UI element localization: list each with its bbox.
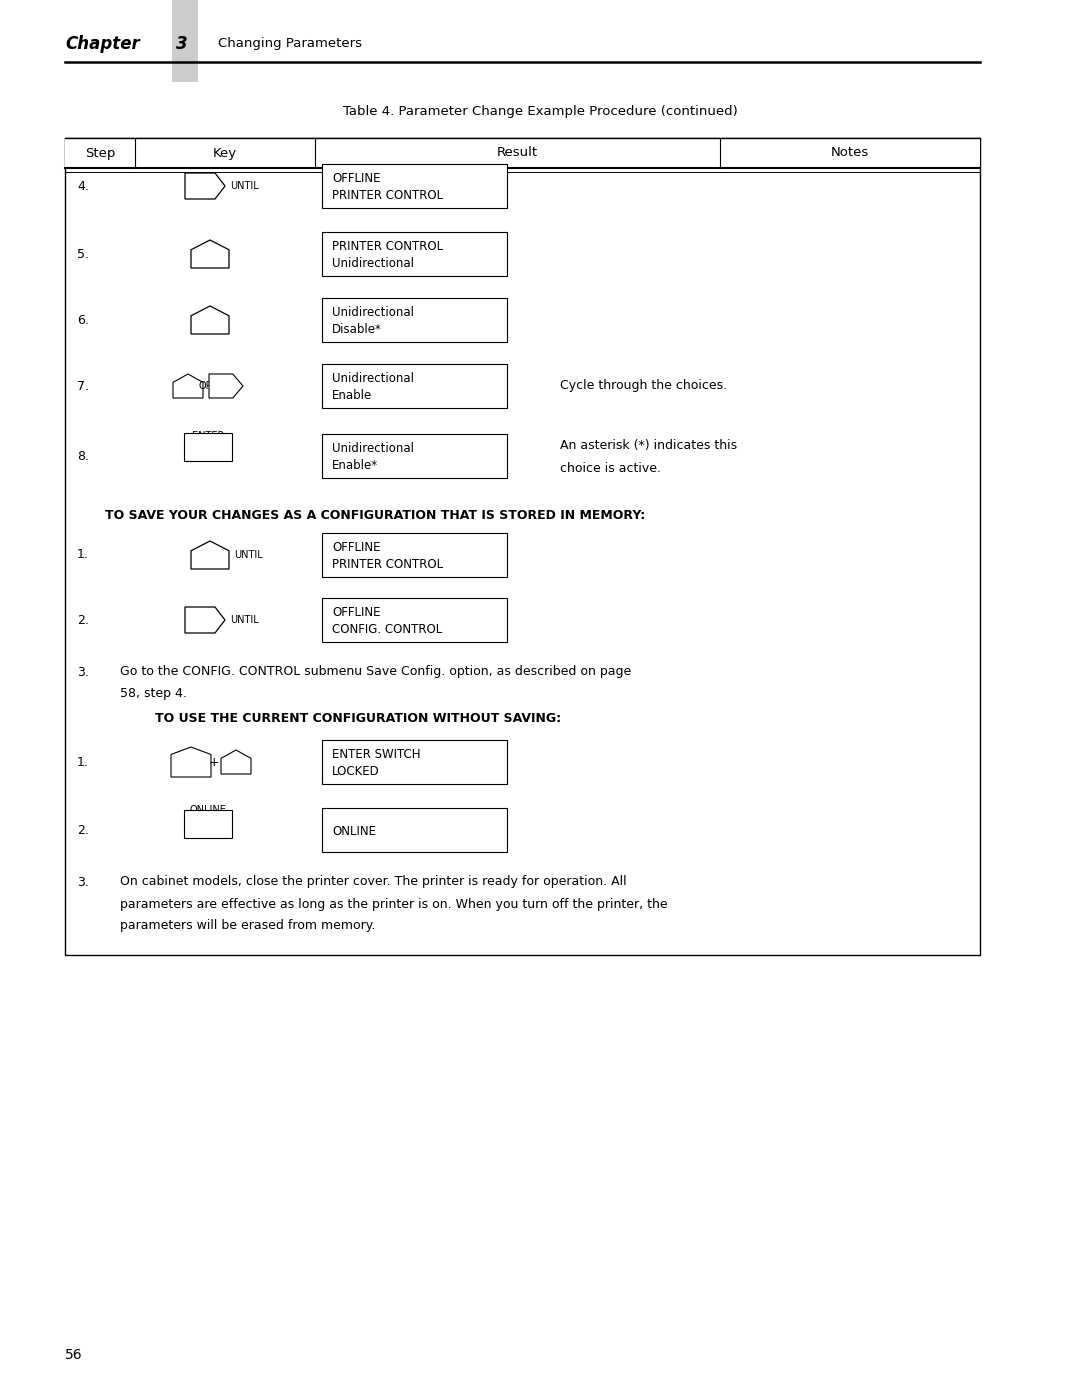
Polygon shape <box>185 173 225 198</box>
Text: 1.: 1. <box>77 756 89 768</box>
Polygon shape <box>185 608 225 633</box>
Bar <box>322 365 507 408</box>
Text: ONLINE: ONLINE <box>332 826 376 838</box>
Polygon shape <box>191 240 229 268</box>
Text: ONLINE: ONLINE <box>190 805 227 814</box>
Text: Result: Result <box>497 147 538 159</box>
Text: 6.: 6. <box>77 313 89 327</box>
Bar <box>172 0 198 82</box>
Text: ENTER: ENTER <box>192 432 225 441</box>
Text: +: + <box>208 756 219 768</box>
Text: parameters are effective as long as the printer is on. When you turn off the pri: parameters are effective as long as the … <box>120 897 667 911</box>
Bar <box>322 232 507 277</box>
Text: TO USE THE CURRENT CONFIGURATION WITHOUT SAVING:: TO USE THE CURRENT CONFIGURATION WITHOUT… <box>156 711 562 725</box>
Text: 3.: 3. <box>77 665 89 679</box>
Text: 1.: 1. <box>77 549 89 562</box>
Text: UNTIL: UNTIL <box>230 182 259 191</box>
Text: Cycle through the choices.: Cycle through the choices. <box>561 380 727 393</box>
Bar <box>184 810 232 838</box>
Text: 7.: 7. <box>77 380 89 393</box>
Text: ENTER SWITCH: ENTER SWITCH <box>332 747 420 760</box>
Text: On cabinet models, close the printer cover. The printer is ready for operation. : On cabinet models, close the printer cov… <box>120 876 626 888</box>
Text: OFFLINE: OFFLINE <box>332 605 380 619</box>
Bar <box>322 163 507 208</box>
Text: Step: Step <box>85 147 116 159</box>
Text: Unidirectional: Unidirectional <box>332 372 414 384</box>
Polygon shape <box>191 306 229 334</box>
Text: 2.: 2. <box>77 613 89 626</box>
Text: TO SAVE YOUR CHANGES AS A CONFIGURATION THAT IS STORED IN MEMORY:: TO SAVE YOUR CHANGES AS A CONFIGURATION … <box>105 509 645 521</box>
Bar <box>322 598 507 643</box>
Bar <box>322 434 507 478</box>
Text: PRINTER CONTROL: PRINTER CONTROL <box>332 189 443 203</box>
Text: 3: 3 <box>176 35 188 53</box>
Bar <box>322 740 507 784</box>
Bar <box>322 807 507 852</box>
Text: Table 4. Parameter Change Example Procedure (continued): Table 4. Parameter Change Example Proced… <box>342 106 738 119</box>
Text: CONFIG. CONTROL: CONFIG. CONTROL <box>332 623 442 636</box>
Text: LOCKED: LOCKED <box>332 766 380 778</box>
Bar <box>65 138 980 168</box>
Text: Notes: Notes <box>831 147 869 159</box>
Text: Unidirectional: Unidirectional <box>332 441 414 454</box>
Text: 4.: 4. <box>77 179 89 193</box>
Text: Chapter: Chapter <box>65 35 139 53</box>
Text: Key: Key <box>213 147 238 159</box>
Text: parameters will be erased from memory.: parameters will be erased from memory. <box>120 919 376 933</box>
Text: Disable*: Disable* <box>332 323 382 337</box>
Text: 2.: 2. <box>77 823 89 837</box>
Text: Enable*: Enable* <box>332 460 378 472</box>
Bar <box>65 138 980 956</box>
Text: 8.: 8. <box>77 450 89 462</box>
Text: Changing Parameters: Changing Parameters <box>218 38 362 50</box>
Text: 58, step 4.: 58, step 4. <box>120 687 187 700</box>
Text: OFFLINE: OFFLINE <box>332 172 380 184</box>
Text: Unidirectional: Unidirectional <box>332 257 414 270</box>
Text: Enable: Enable <box>332 390 373 402</box>
Text: choice is active.: choice is active. <box>561 462 661 475</box>
Polygon shape <box>173 374 203 398</box>
Text: 3.: 3. <box>77 876 89 888</box>
Polygon shape <box>210 374 243 398</box>
Text: UNTIL: UNTIL <box>234 550 262 560</box>
Bar <box>322 298 507 342</box>
Text: PRINTER CONTROL: PRINTER CONTROL <box>332 559 443 571</box>
Text: UNTIL: UNTIL <box>230 615 259 624</box>
Polygon shape <box>171 747 211 777</box>
Text: PRINTER CONTROL: PRINTER CONTROL <box>332 239 443 253</box>
Bar <box>184 433 232 461</box>
Text: OFFLINE: OFFLINE <box>332 541 380 553</box>
Text: OR: OR <box>199 381 213 391</box>
Text: Unidirectional: Unidirectional <box>332 306 414 319</box>
Bar <box>322 534 507 577</box>
Text: Go to the CONFIG. CONTROL submenu Save Config. option, as described on page: Go to the CONFIG. CONTROL submenu Save C… <box>120 665 631 679</box>
Polygon shape <box>221 750 251 774</box>
Text: 5.: 5. <box>77 247 89 260</box>
Text: An asterisk (*) indicates this: An asterisk (*) indicates this <box>561 440 738 453</box>
Text: 56: 56 <box>65 1348 83 1362</box>
Polygon shape <box>191 541 229 569</box>
